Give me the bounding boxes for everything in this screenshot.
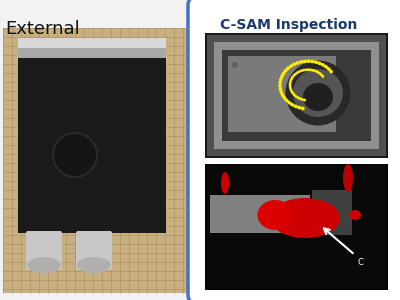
Bar: [18, 38, 166, 48]
Ellipse shape: [232, 62, 238, 68]
Bar: [210, 195, 310, 233]
Bar: [228, 56, 336, 132]
Text: C: C: [357, 258, 363, 267]
Bar: [18, 58, 166, 233]
Bar: [222, 50, 371, 141]
Circle shape: [53, 133, 97, 177]
FancyBboxPatch shape: [76, 231, 112, 270]
Ellipse shape: [221, 172, 229, 194]
Bar: [207, 165, 386, 288]
Bar: [207, 35, 386, 156]
Ellipse shape: [27, 257, 61, 273]
Text: C-SAM Inspection: C-SAM Inspection: [220, 18, 357, 32]
FancyBboxPatch shape: [26, 231, 62, 270]
Bar: [3, 28, 188, 293]
Ellipse shape: [293, 69, 343, 117]
Bar: [312, 190, 352, 235]
Bar: [214, 42, 379, 149]
Ellipse shape: [270, 198, 340, 238]
Bar: [205, 33, 388, 158]
Text: External: External: [5, 20, 80, 38]
Ellipse shape: [343, 164, 353, 192]
Ellipse shape: [77, 257, 111, 273]
Bar: [205, 163, 388, 290]
Ellipse shape: [303, 83, 333, 111]
FancyBboxPatch shape: [188, 0, 400, 300]
Bar: [18, 38, 166, 60]
Bar: [205, 158, 388, 164]
Ellipse shape: [349, 210, 361, 220]
Ellipse shape: [258, 200, 292, 230]
Ellipse shape: [286, 61, 350, 125]
